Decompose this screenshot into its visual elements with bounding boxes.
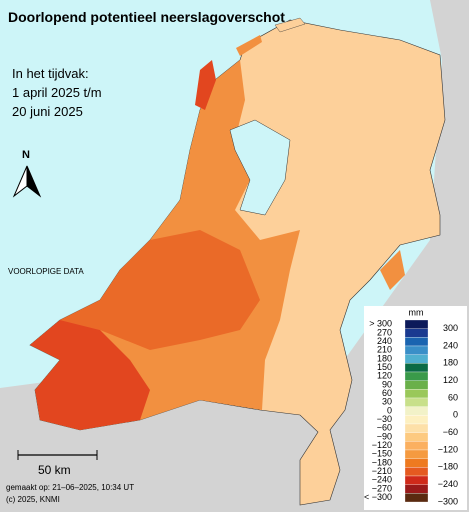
north-label: N xyxy=(22,149,30,161)
legend-label: 120 xyxy=(377,371,392,381)
legend-swatch xyxy=(404,371,429,381)
legend-label: 30 xyxy=(382,397,392,407)
island xyxy=(274,17,306,33)
legend-label: 60 xyxy=(382,388,392,398)
legend-label: −180 xyxy=(372,457,392,467)
legend-swatch xyxy=(404,319,429,329)
period: In het tijdvak: xyxy=(12,66,89,81)
made-at: gemaakt op: 21–06–2025, 10:34 UT xyxy=(6,483,134,492)
ijsselmeer xyxy=(229,119,291,216)
legend-swatch xyxy=(404,328,429,338)
legend-label: −150 xyxy=(372,449,392,459)
legend-label: > 300 xyxy=(369,319,392,329)
legend-label: 150 xyxy=(377,362,392,372)
legend-label: −180 xyxy=(438,462,458,472)
legend-label: < −300 xyxy=(364,492,392,502)
legend-swatch xyxy=(404,415,429,425)
region-dry xyxy=(380,250,405,290)
legend-swatch xyxy=(404,493,429,503)
period: 1 april 2025 t/m xyxy=(12,85,102,100)
copyright: (c) 2025, KNMI xyxy=(6,495,60,504)
legend-swatch xyxy=(404,389,429,399)
legend-swatch xyxy=(404,484,429,494)
island xyxy=(195,60,216,110)
title: Doorlopend potentieel neerslagoverschot xyxy=(8,9,285,25)
legend-swatch xyxy=(404,449,429,459)
legend-label: 60 xyxy=(448,392,458,402)
legend-label: 180 xyxy=(443,358,458,368)
legend-label: −240 xyxy=(372,475,392,485)
legend-label: −120 xyxy=(372,440,392,450)
region-driest xyxy=(30,320,150,430)
legend-swatch xyxy=(404,363,429,373)
legend-swatch xyxy=(404,337,429,347)
legend-label: −270 xyxy=(372,483,392,493)
legend-unit: mm xyxy=(409,307,424,317)
period: 20 juni 2025 xyxy=(12,104,83,119)
island xyxy=(236,35,262,56)
legend-label: −30 xyxy=(377,414,392,424)
legend-swatch xyxy=(404,380,429,390)
legend-swatch xyxy=(404,441,429,451)
legend-label: −90 xyxy=(377,431,392,441)
legend-label: −210 xyxy=(372,466,392,476)
legend-label: 210 xyxy=(377,345,392,355)
legend-swatch xyxy=(404,354,429,364)
legend-label: 300 xyxy=(443,323,458,333)
legend-label: 120 xyxy=(443,375,458,385)
legend-swatch xyxy=(404,475,429,485)
scale-label: 50 km xyxy=(38,463,71,477)
legend-label: 0 xyxy=(453,410,458,420)
legend-swatch xyxy=(404,458,429,468)
legend-label: 90 xyxy=(382,379,392,389)
legend-label: −300 xyxy=(438,496,458,506)
legend-swatch xyxy=(404,397,429,407)
legend-label: −60 xyxy=(443,427,458,437)
legend-swatch xyxy=(404,432,429,442)
legend-label: 270 xyxy=(377,327,392,337)
legend-swatch xyxy=(404,423,429,433)
legend-label: −60 xyxy=(377,423,392,433)
legend-swatch xyxy=(404,467,429,477)
legend: > 3002702402101801501209060300−30−60−90−… xyxy=(364,319,458,507)
legend-label: 0 xyxy=(387,405,392,415)
region-drier xyxy=(60,230,260,350)
legend-label: −120 xyxy=(438,444,458,454)
legend-label: 240 xyxy=(377,336,392,346)
north-arrow xyxy=(26,165,42,198)
legend-label: 180 xyxy=(377,353,392,363)
legend-label: −240 xyxy=(438,479,458,489)
legend-swatch xyxy=(404,406,429,416)
note: VOORLOPIGE DATA xyxy=(8,267,84,276)
legend-swatch xyxy=(404,345,429,355)
legend-label: 240 xyxy=(443,340,458,350)
